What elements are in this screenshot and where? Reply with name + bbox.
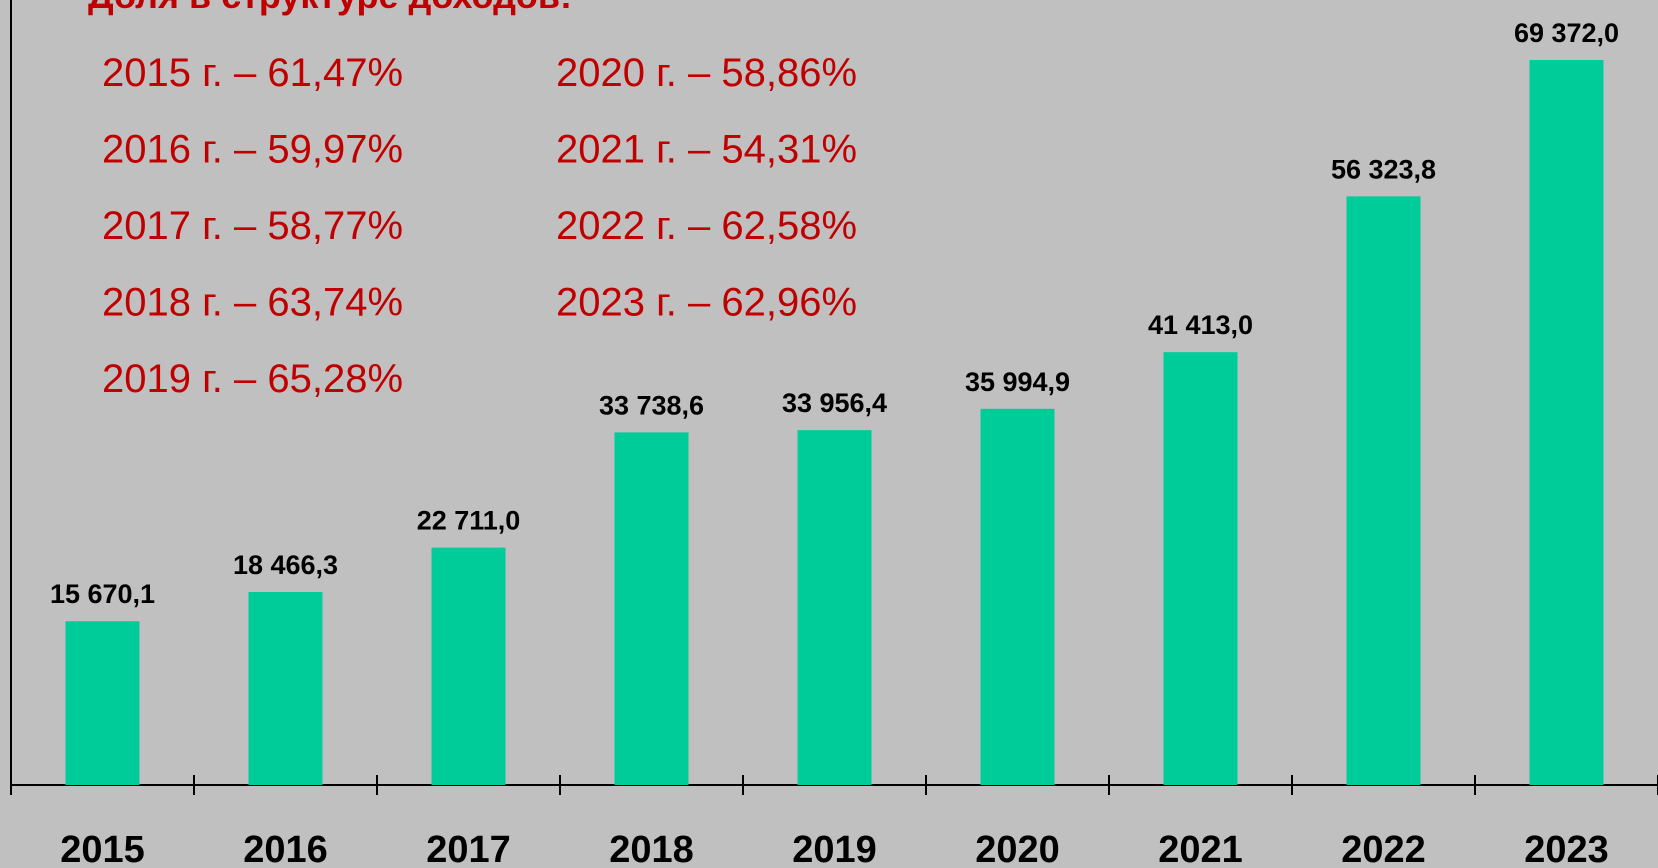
value-label: 41 413,0 (1148, 310, 1253, 340)
x-tick-label: 2017 (426, 829, 511, 868)
x-tick-label: 2021 (1158, 829, 1243, 868)
chart-title: Доля в структуре доходов: (88, 0, 572, 16)
value-label: 22 711,0 (417, 506, 521, 536)
x-tick-label: 2018 (609, 829, 694, 868)
bar (980, 408, 1055, 785)
bar (1346, 196, 1421, 785)
share-annotation: 2022 г. – 62,58% (556, 204, 857, 248)
value-label: 33 738,6 (599, 390, 704, 420)
value-label: 35 994,9 (965, 367, 1070, 397)
share-annotation: 2019 г. – 65,28% (102, 357, 403, 401)
bar (65, 621, 140, 785)
bar (248, 592, 323, 785)
x-tick-label: 2023 (1524, 829, 1609, 868)
value-label: 33 956,4 (782, 388, 887, 418)
share-annotation: 2021 г. – 54,31% (556, 128, 857, 172)
x-tick-label: 2016 (243, 829, 328, 868)
share-annotation: 2023 г. – 62,96% (556, 281, 857, 325)
share-annotation: 2018 г. – 63,74% (102, 281, 403, 325)
bar (797, 430, 872, 785)
value-label: 15 670,1 (50, 579, 155, 609)
x-tick-label: 2020 (975, 829, 1060, 868)
x-tick-label: 2019 (792, 829, 877, 868)
value-label: 69 372,0 (1514, 18, 1619, 48)
share-annotation: 2020 г. – 58,86% (556, 51, 857, 95)
x-tick-label: 2015 (60, 829, 145, 868)
bar (614, 432, 689, 785)
bar (1163, 352, 1238, 785)
share-annotation: 2017 г. – 58,77% (102, 204, 403, 248)
x-tick-label: 2022 (1341, 829, 1426, 868)
bar (1529, 60, 1604, 785)
bar (431, 547, 506, 785)
value-label: 56 323,8 (1331, 154, 1436, 184)
share-annotation: 2016 г. – 59,97% (102, 128, 403, 172)
share-annotation: 2015 г. – 61,47% (102, 51, 403, 95)
value-label: 18 466,3 (233, 550, 338, 580)
